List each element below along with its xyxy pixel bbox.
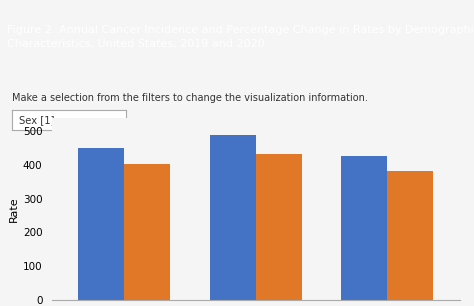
Bar — [387, 171, 434, 300]
Bar — [125, 164, 171, 300]
Bar — [210, 135, 256, 300]
Text: Make a selection from the filters to change the visualization information.: Make a selection from the filters to cha… — [12, 93, 368, 103]
Text: Figure 2. Annual Cancer Incidence and Percentage Change in Rates by Demographic
: Figure 2. Annual Cancer Incidence and Pe… — [7, 25, 474, 50]
Text: ⌄: ⌄ — [112, 114, 122, 127]
Bar — [341, 156, 387, 300]
Y-axis label: Rate: Rate — [9, 196, 18, 222]
Bar — [78, 148, 125, 300]
Text: Sex [1]: Sex [1] — [18, 115, 54, 125]
Bar — [256, 154, 302, 300]
